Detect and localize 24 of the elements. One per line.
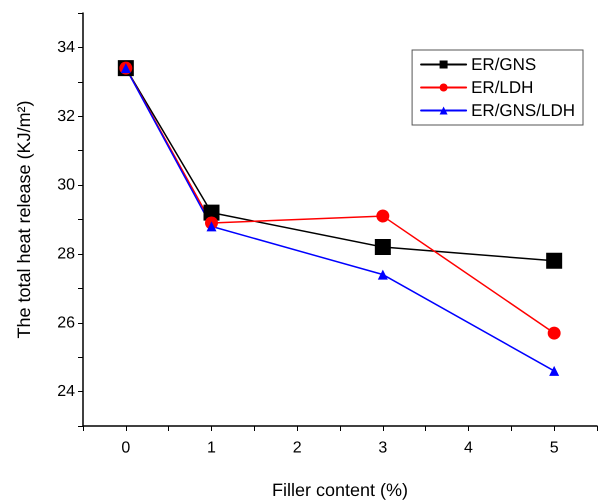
x-axis-title: Filler content (%) (272, 480, 408, 500)
x-tick-label: 3 (378, 440, 388, 456)
x-tick-label: 2 (292, 440, 302, 456)
x-tick-label: 5 (550, 440, 559, 456)
x-tick-label: 1 (207, 440, 216, 456)
legend-label: ER/GNS (471, 55, 536, 74)
y-tick-label: 26 (57, 314, 76, 332)
y-tick-label: 34 (57, 38, 76, 56)
point (546, 252, 562, 269)
y-tick-label: 28 (57, 245, 76, 262)
y-tick-label: 32 (57, 108, 76, 125)
point (376, 210, 390, 223)
y-tick-label: 30 (57, 176, 76, 194)
x-tick-label: 4 (464, 440, 474, 456)
x-tick-label: 0 (121, 440, 130, 456)
y-tick-label: 24 (57, 383, 76, 400)
point (548, 326, 561, 340)
point (549, 366, 560, 376)
point (374, 239, 391, 256)
legend-label: ER/GNS/LDH (471, 101, 576, 120)
point (378, 270, 388, 280)
y-axis-title: The total heat release (KJ/m²) (14, 100, 34, 339)
legend-label: ER/LDH (471, 78, 534, 97)
point (206, 221, 216, 232)
